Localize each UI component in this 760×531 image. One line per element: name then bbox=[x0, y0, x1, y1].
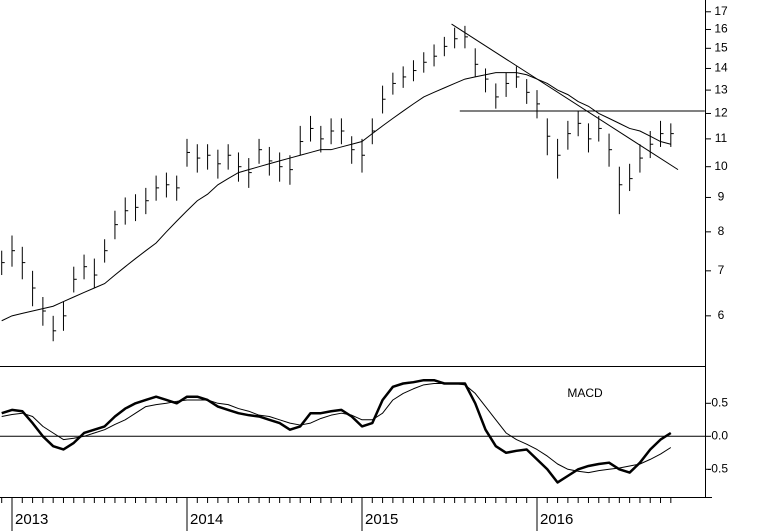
y-tick-label: 16 bbox=[714, 22, 728, 36]
x-tick-label: 2013 bbox=[15, 511, 48, 528]
x-tick-label: 2014 bbox=[190, 511, 223, 528]
y-tick-label: 8 bbox=[718, 224, 725, 238]
y-tick-label: 17 bbox=[714, 4, 728, 18]
y-tick-label: 12 bbox=[714, 106, 728, 120]
macd-line bbox=[1, 378, 672, 484]
moving-average bbox=[1, 72, 671, 322]
y-tick-label: 7 bbox=[718, 263, 725, 277]
macd-label: MACD bbox=[567, 386, 603, 400]
x-tick-label: 2016 bbox=[540, 511, 573, 528]
y-tick-label: 13 bbox=[714, 82, 728, 96]
y-tick-label: 0.5 bbox=[711, 395, 728, 409]
y-tick-label: 0.0 bbox=[711, 428, 728, 442]
y-tick-label: 9 bbox=[718, 190, 725, 204]
y-tick-label: 15 bbox=[714, 40, 728, 54]
x-tick-label: 2015 bbox=[365, 511, 398, 528]
trendline bbox=[451, 23, 679, 171]
y-tick-label: 10 bbox=[714, 159, 728, 173]
y-tick-label: 14 bbox=[714, 61, 728, 75]
y-tick-label: -0.5 bbox=[707, 461, 728, 475]
y-tick-label: 11 bbox=[715, 131, 728, 145]
y-tick-label: 6 bbox=[718, 308, 725, 322]
macd-line bbox=[1, 382, 672, 474]
